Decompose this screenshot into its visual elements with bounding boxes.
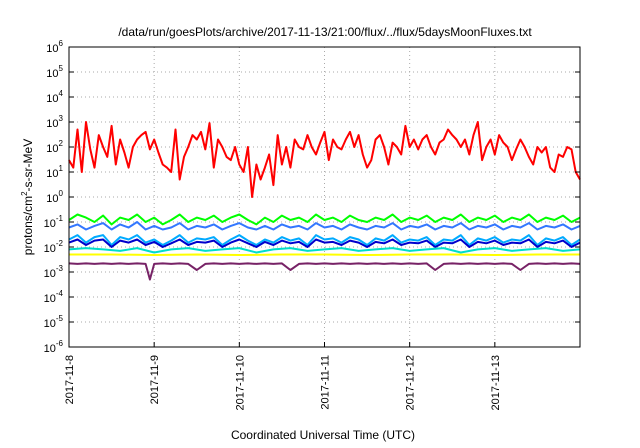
y-axis-label: protons/cm2-s-sr-MeV — [20, 139, 35, 255]
series-line-8 — [68, 262, 581, 281]
x-tick-label: 2017-11-9 — [149, 355, 161, 404]
x-tick-label: 2017-11-10 — [234, 355, 246, 410]
x-tick-label: 2017-11-12 — [405, 355, 417, 410]
y-axis-ticks: 10-6 10-5 10-4 10-3 10-2 10-1 100 101 102 103 104 1… — [44, 39, 580, 355]
y-tick-label: 100 — [46, 189, 63, 205]
y-tick-label: 10-4 — [44, 289, 64, 305]
y-tick-label: 10-2 — [44, 239, 64, 255]
y-tick-label: 10-3 — [44, 264, 64, 280]
grid — [69, 47, 580, 347]
x-axis-label: Coordinated Universal Time (UTC) — [231, 428, 415, 442]
y-tick-label: 104 — [46, 89, 63, 105]
y-tick-label: 106 — [46, 39, 63, 55]
y-tick-label: 102 — [46, 139, 63, 155]
x-tick-label: 2017-11-13 — [490, 355, 502, 410]
series-line-3 — [68, 221, 581, 231]
chart-title: /data/run/goesPlots/archive/2017-11-13/2… — [118, 25, 532, 39]
series-line-1 — [68, 121, 581, 198]
y-tick-label: 10-5 — [44, 314, 64, 330]
series-line-7 — [69, 253, 580, 256]
y-tick-label: 10-1 — [44, 214, 64, 230]
y-tick-label: 103 — [46, 114, 63, 130]
series-line-6 — [68, 247, 581, 254]
x-tick-label: 2017-11-11 — [320, 355, 332, 410]
y-tick-label: 10-6 — [44, 339, 64, 355]
series-line-5 — [68, 238, 581, 248]
series-line-4 — [68, 234, 581, 246]
y-tick-label: 101 — [46, 164, 63, 180]
series-group — [68, 121, 581, 281]
x-axis-ticks: 2017-11-8 2017-11-9 2017-11-10 2017-11-11 20… — [64, 342, 502, 410]
series-line-2 — [68, 213, 581, 226]
x-tick-label: 2017-11-8 — [64, 355, 76, 404]
y-tick-label: 105 — [46, 64, 63, 80]
